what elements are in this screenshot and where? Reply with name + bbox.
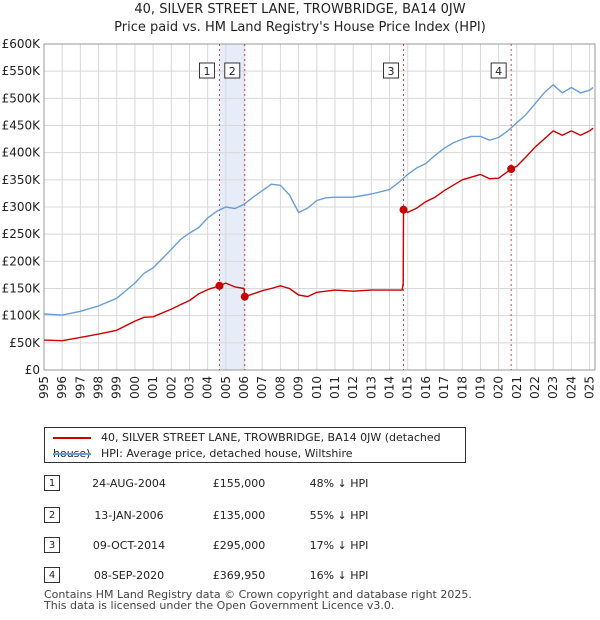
x-tick-label: 2025 — [583, 376, 597, 400]
y-tick-label: £500K — [2, 91, 42, 105]
x-tick-label: 2023 — [546, 376, 560, 400]
transaction-label-box — [383, 62, 400, 79]
footer-copyright: Contains HM Land Registry data © Crown c… — [44, 588, 472, 601]
legend-hpi: HPI: Average price, detached house, Wilt… — [53, 446, 353, 462]
transaction-number: 3 — [44, 537, 60, 553]
x-tick-label: 2008 — [273, 376, 287, 400]
x-tick-label: 2009 — [292, 376, 306, 400]
footer: Contains HM Land Registry data © Crown c… — [44, 589, 472, 611]
transaction-label-box — [198, 62, 215, 79]
x-tick-label: 2022 — [528, 376, 542, 400]
x-tick-label: 1997 — [73, 376, 87, 400]
y-tick-label: £550K — [2, 64, 42, 78]
x-tick-label: 2006 — [237, 376, 251, 400]
x-tick-label: 2007 — [255, 376, 269, 400]
transaction-number: 1 — [44, 475, 60, 491]
x-tick-label: 2024 — [564, 376, 578, 400]
y-tick-label: £50K — [9, 336, 41, 350]
chart-title: 40, SILVER STREET LANE, TROWBRIDGE, BA14… — [134, 2, 466, 17]
transaction-number: 2 — [44, 507, 60, 523]
y-tick-label: £400K — [2, 146, 42, 160]
x-tick-label: 2015 — [401, 376, 415, 400]
price-chart: £0 £50K £100K £150K £200K £250K £300K £350K £400… — [2, 37, 597, 400]
y-tick-label: £200K — [2, 254, 42, 268]
y-tick-label: £450K — [2, 119, 42, 133]
x-tick-label: 2010 — [310, 376, 324, 400]
x-tick-label: 2020 — [492, 376, 506, 400]
x-tick-label: 2001 — [146, 376, 160, 400]
transaction-label: 4 — [495, 65, 502, 78]
transaction-hpi: 17% ↓ HPI — [309, 539, 369, 552]
legend-property: 40, SILVER STREET LANE, TROWBRIDGE, BA14… — [53, 430, 465, 460]
y-tick-label: £600K — [2, 37, 42, 51]
y-tick-label: £100K — [2, 309, 42, 323]
legend-hpi-swatch — [53, 453, 91, 455]
y-tick-label: £300K — [2, 200, 42, 214]
x-tick-label: 2004 — [201, 376, 215, 400]
plot-border — [43, 43, 596, 371]
x-tick-label: 2021 — [510, 376, 524, 400]
x-tick-label: 2018 — [455, 376, 469, 400]
transaction-price: £135,000 — [212, 509, 266, 522]
transaction-point — [507, 164, 516, 173]
x-tick-label: 2019 — [473, 376, 487, 400]
legend-hpi-label: HPI: Average price, detached house, Wilt… — [101, 447, 353, 460]
x-tick-label: 2014 — [383, 376, 397, 400]
transaction-date: 13-JAN-2006 — [94, 509, 164, 522]
x-tick-label: 1999 — [110, 376, 124, 400]
hpi-series-line — [43, 84, 594, 316]
transaction-label: 1 — [203, 65, 210, 78]
transaction-label: 2 — [229, 65, 236, 78]
x-tick-label: 2013 — [364, 376, 378, 400]
x-tick-label: 2017 — [437, 376, 451, 400]
transaction-number: 4 — [44, 567, 60, 583]
y-tick-label: £350K — [2, 173, 42, 187]
transaction-label: 3 — [388, 65, 395, 78]
transaction-point — [215, 281, 224, 290]
legend-property-swatch — [53, 437, 91, 439]
transaction-hpi: 55% ↓ HPI — [309, 509, 369, 522]
property-series-line — [43, 127, 594, 342]
footer-licence: This data is licensed under the Open Gov… — [44, 599, 395, 612]
transaction-point — [240, 292, 249, 301]
x-tick-label: 2016 — [419, 376, 433, 400]
x-tick-label: 1995 — [37, 376, 51, 400]
x-tick-label: 2011 — [328, 376, 342, 400]
x-tick-label: 2005 — [219, 376, 233, 400]
x-tick-label: 2000 — [128, 376, 142, 400]
x-tick-label: 1996 — [55, 376, 69, 400]
x-tick-label: 2012 — [346, 376, 360, 400]
transaction-date: 08-SEP-2020 — [93, 569, 165, 582]
x-tick-label: 2003 — [182, 376, 196, 400]
transaction-hpi: 16% ↓ HPI — [309, 569, 369, 582]
transaction-price: £369,950 — [212, 569, 266, 582]
transaction-point — [399, 205, 408, 214]
transaction-price: £155,000 — [212, 477, 266, 490]
transaction-date: 24-AUG-2004 — [92, 477, 166, 490]
transaction-label-box — [490, 62, 507, 79]
transaction-label-box — [224, 62, 241, 79]
y-tick-label: £250K — [2, 227, 42, 241]
transaction-hpi: 48% ↓ HPI — [309, 477, 369, 490]
chart-subtitle: Price paid vs. HM Land Registry's House … — [114, 20, 486, 35]
transaction-date: 09-OCT-2014 — [92, 539, 166, 552]
legend: 40, SILVER STREET LANE, TROWBRIDGE, BA14… — [44, 427, 466, 463]
x-tick-label: 2002 — [164, 376, 178, 400]
x-tick-label: 1998 — [92, 376, 106, 400]
transaction-price: £295,000 — [212, 539, 266, 552]
y-tick-label: £0 — [25, 363, 40, 377]
y-tick-label: £150K — [2, 282, 42, 296]
